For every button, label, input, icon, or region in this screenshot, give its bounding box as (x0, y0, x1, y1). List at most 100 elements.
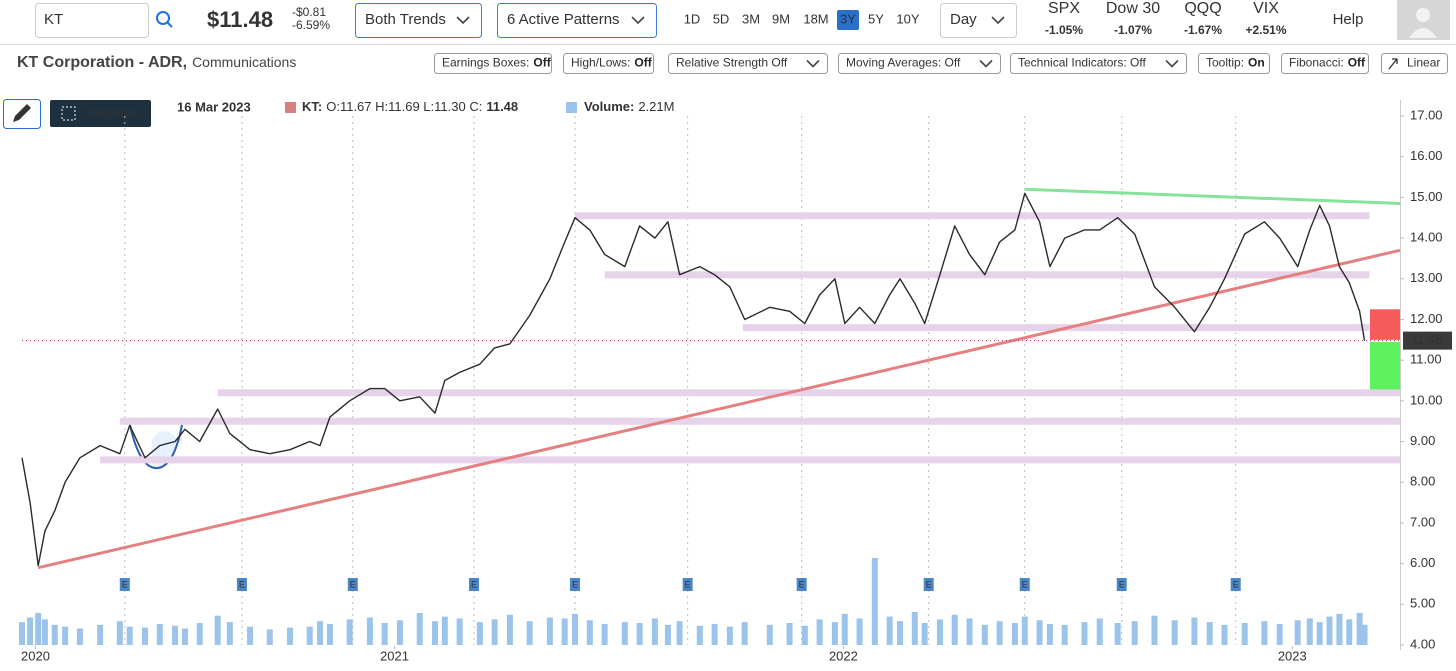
range-button[interactable]: 10Y (896, 11, 919, 26)
volume-bar (172, 625, 179, 645)
search-icon[interactable] (156, 11, 173, 28)
earnings-marker[interactable] (1116, 578, 1127, 591)
volume-bar (214, 615, 221, 645)
toggle-button[interactable] (668, 53, 828, 74)
earnings-label: E (350, 579, 356, 589)
volume-bar (1081, 622, 1088, 645)
pattern-dropdown-label: 6 Active Patterns (507, 11, 620, 28)
volume-bar (1241, 623, 1248, 645)
volume-bar (317, 621, 324, 645)
volume-bar (911, 612, 918, 645)
toggle-caret (979, 59, 993, 68)
toggle-text: Fibonacci: Off (1289, 56, 1366, 70)
volume-bar (196, 623, 203, 645)
toggle-button[interactable] (1281, 53, 1369, 74)
range-button[interactable]: 9M (772, 11, 790, 26)
volume-bar (676, 621, 683, 645)
volume-bar (1011, 623, 1018, 645)
earnings-marker[interactable] (469, 578, 480, 591)
toggle-label: Earnings Boxes: (442, 56, 529, 70)
volume-bar (381, 623, 388, 645)
toggle-button[interactable] (1010, 53, 1187, 74)
target-zone (1370, 341, 1400, 390)
toggle-button[interactable] (1198, 53, 1270, 74)
volume-bar (1171, 620, 1178, 645)
volume-bar (366, 617, 373, 645)
range-button[interactable]: 3Y (840, 11, 856, 26)
volume-bar (621, 622, 628, 645)
volume-bar (181, 628, 188, 645)
volume-bar (1021, 616, 1028, 645)
volume-bar (966, 618, 973, 645)
index-change: -1.05% (1045, 23, 1083, 37)
toggle-button[interactable] (563, 53, 654, 74)
earnings-marker[interactable] (569, 578, 580, 591)
toggle-state: Off (533, 56, 551, 70)
index-name[interactable]: SPX (1048, 0, 1080, 17)
y-tick-label: 8.00 (1410, 474, 1435, 489)
range-button[interactable]: 1D (684, 11, 701, 26)
interval-dropdown[interactable] (940, 3, 1017, 38)
toggle-text: Earnings Boxes: Off (442, 56, 552, 70)
volume-bar (266, 629, 273, 645)
range-button[interactable]: 5Y (868, 11, 884, 26)
search-icon-handle (166, 21, 173, 28)
earnings-marker[interactable] (1019, 578, 1030, 591)
earnings-label: E (1119, 579, 1125, 589)
range-button[interactable]: 3M (742, 11, 760, 26)
last-price-label: 11.48 (1411, 332, 1443, 347)
search-box[interactable] (35, 3, 149, 38)
help-link[interactable]: Help (1333, 11, 1364, 28)
index-name[interactable]: VIX (1253, 0, 1279, 17)
toggle-label: Moving Averages: Off (846, 56, 961, 70)
pattern-dropdown[interactable] (497, 3, 657, 38)
range-button[interactable]: 5D (713, 11, 730, 26)
earnings-marker[interactable] (236, 578, 247, 591)
avatar[interactable] (1397, 0, 1450, 40)
toggle-button[interactable] (1381, 53, 1448, 74)
volume-bar (326, 623, 333, 645)
range-active-bg[interactable] (837, 10, 859, 30)
volume-bar (51, 624, 58, 645)
volume-bar (506, 614, 513, 645)
earnings-marker[interactable] (923, 578, 934, 591)
toggle-text: Moving Averages: Off (846, 56, 961, 70)
volume-bar (35, 612, 42, 645)
volume-bar (831, 622, 838, 645)
earnings-marker[interactable] (682, 578, 693, 591)
earnings-marker[interactable] (347, 578, 358, 591)
legend-volume-value: 2.21M (638, 99, 674, 114)
y-tick-label: 6.00 (1410, 555, 1435, 570)
toggle-button[interactable] (434, 53, 552, 74)
volume-bar (664, 624, 671, 645)
volume-bar (896, 621, 903, 645)
toggle-label: High/Lows: (571, 56, 630, 70)
index-change: -1.07% (1114, 23, 1152, 37)
volume-bar (1206, 622, 1213, 645)
earnings-marker[interactable] (796, 578, 807, 591)
earnings-marker[interactable] (1230, 578, 1241, 591)
volume-bar (1294, 620, 1301, 645)
y-tick-label: 11.00 (1410, 352, 1442, 367)
toggle-state: On (1248, 56, 1265, 70)
index-name[interactable]: Dow 30 (1106, 0, 1160, 17)
volume-bar (476, 622, 483, 645)
interval-dropdown-label: Day (950, 11, 977, 28)
volume-bar (456, 618, 463, 645)
avatar-head (1416, 8, 1430, 22)
legend-volume-label: Volume: (584, 99, 634, 114)
cup-pattern (129, 424, 183, 470)
volume-bar (571, 613, 578, 645)
volume-bar (1316, 622, 1323, 645)
volume-bar (921, 623, 928, 645)
range-button[interactable]: 18M (803, 11, 828, 26)
trendline (1024, 187, 1401, 205)
earnings-marker[interactable] (119, 578, 130, 591)
legend-swatch (285, 102, 296, 113)
toggle-button[interactable] (838, 53, 1001, 74)
volume-bar (1356, 612, 1363, 645)
trend-dropdown[interactable] (355, 3, 482, 38)
toggle-text: High/Lows: Off (571, 56, 653, 70)
index-name[interactable]: QQQ (1184, 0, 1221, 17)
